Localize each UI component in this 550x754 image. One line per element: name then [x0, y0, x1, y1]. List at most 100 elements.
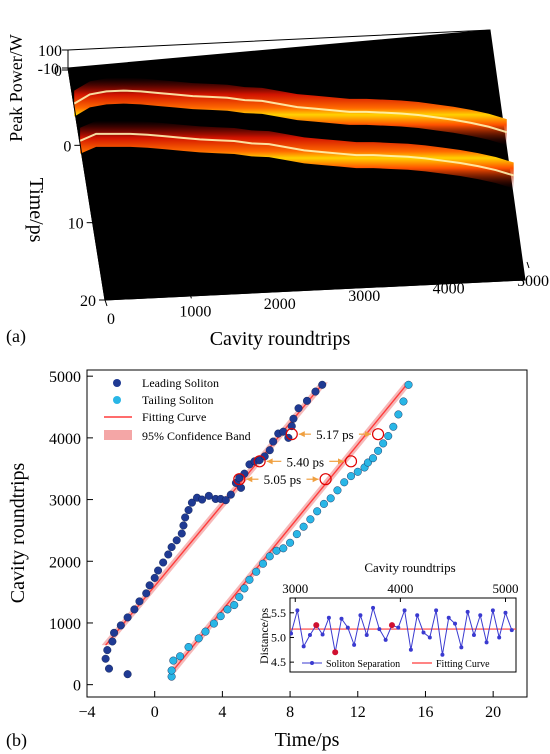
tailing-soliton-point — [404, 380, 413, 389]
inset-separation-point — [484, 640, 489, 645]
panel-b-y-tick-label: 4000 — [49, 431, 81, 448]
tailing-soliton-point — [201, 627, 210, 636]
legend-band-label: 95% Confidence Band — [142, 429, 251, 443]
tailing-soliton-point — [209, 619, 218, 628]
legend-tailing-marker — [113, 396, 121, 404]
tailing-soliton-point — [272, 546, 281, 555]
inset-y-tick-label: 5.0 — [271, 630, 286, 644]
inset-x-axis-label: Cavity roundtrips — [364, 560, 455, 575]
inset-legend-series-label: Soliton Separation — [326, 659, 400, 670]
panel-a-y-tick-label: 20 — [80, 293, 96, 310]
panel-b-label: (b) — [6, 730, 27, 751]
leading-soliton-point — [204, 491, 213, 500]
inset-legend: Soliton Separation Fitting Curve — [302, 659, 490, 670]
inset-separation-point — [427, 635, 432, 640]
annotation-arrowhead-right — [365, 431, 372, 438]
tailing-soliton-point — [216, 612, 225, 621]
inset-separation-point — [478, 613, 483, 618]
tailing-soliton-point — [369, 454, 378, 463]
inset-separation-point — [352, 642, 357, 647]
panel-b-x-tick-label: 4 — [218, 704, 226, 721]
annotation-ring-tailing — [371, 428, 385, 441]
inset-separation-point — [465, 609, 470, 614]
inset-legend-fit-label: Fitting Curve — [436, 659, 490, 670]
panel-b-plot-frame — [86, 369, 528, 698]
annotation-arrowhead-left — [246, 476, 253, 483]
inset-x-tick-label: 3000 — [282, 581, 308, 596]
tailing-soliton-point — [353, 467, 362, 476]
annotation-distance-label: 5.05 ps — [264, 472, 302, 487]
inset-y-tick-label: 5.5 — [271, 606, 286, 620]
tailing-soliton-point — [169, 656, 178, 665]
leading-soliton-point — [177, 529, 186, 538]
panel-b-x-tick-label: 16 — [417, 704, 433, 721]
tailing-soliton-point — [319, 499, 328, 508]
leading-soliton-point — [311, 387, 320, 396]
legend-fit-label: Fitting Curve — [142, 410, 206, 424]
inset-separation-point — [396, 625, 401, 630]
panel-a-z-tick-label: 0 — [54, 63, 62, 80]
inset-separation-point — [453, 621, 458, 626]
tailing-soliton-point — [379, 439, 388, 448]
inset-separation-point — [290, 631, 294, 636]
panel-a-z-tick-label: 100 — [38, 43, 62, 60]
panel-b-annotations: 5.17 ps 5.40 ps 5.05 ps — [233, 427, 385, 487]
panel-b-x-tick-label: 12 — [350, 704, 366, 721]
panel-b-x-tick-label: 8 — [286, 704, 294, 721]
leading-soliton-point — [123, 670, 132, 679]
inset-x-tick-label: 5000 — [492, 581, 518, 596]
leading-soliton-point — [179, 521, 188, 530]
tailing-soliton-point — [384, 432, 393, 441]
panel-a-x-tick-label: 5000 — [517, 273, 549, 290]
leading-soliton-point — [164, 550, 173, 559]
tailing-soliton-point — [223, 605, 232, 614]
panel-a-x-tick — [104, 299, 108, 307]
tailing-soliton-point — [313, 507, 322, 516]
inset-separation-point — [364, 633, 369, 637]
leading-soliton-point — [167, 543, 176, 552]
tailing-soliton-point — [394, 410, 403, 419]
panel-a-x-tick-label: 3000 — [348, 288, 380, 305]
inset-separation-point — [301, 644, 306, 649]
leading-soliton-point — [145, 581, 154, 590]
leading-soliton-point — [101, 654, 110, 663]
panel-b-y-tick-label: 0 — [73, 678, 81, 695]
tailing-soliton-point — [184, 643, 193, 652]
panel-a-x-tick-label: 2000 — [264, 296, 296, 313]
panel-a-x-tick — [442, 269, 446, 276]
panel-a-x-axis-label: Cavity roundtrips — [210, 328, 351, 350]
leading-soliton-point — [303, 396, 312, 405]
panel-a-x-axis — [104, 279, 526, 301]
tailing-soliton-point — [389, 422, 398, 431]
inset-separation-point — [446, 615, 451, 620]
annotation-ring-leading — [233, 473, 246, 486]
leading-soliton-point — [108, 637, 117, 646]
panel-a-x-tick-label: 0 — [107, 311, 115, 328]
panel-a-x-tick — [273, 284, 277, 291]
inset-separation-point — [358, 613, 363, 618]
panel-b-legend: Leading Soliton Tailing Soliton Fitting … — [104, 376, 251, 443]
annotation-distance-label: 5.17 ps — [316, 427, 354, 442]
inset-separation-point — [377, 627, 382, 632]
panel-a-ridge-crest-tailing — [79, 132, 514, 177]
tailing-soliton-point — [292, 530, 301, 539]
leading-soliton-point — [104, 664, 113, 673]
inset-separation-point — [402, 608, 407, 613]
inset-separation-point — [320, 632, 325, 637]
inset-plot — [290, 605, 516, 657]
leading-soliton-point — [181, 513, 190, 522]
annotation-arrowhead-left — [266, 458, 273, 465]
inset-y-axis-label: Distance/ps — [257, 608, 271, 664]
leading-soliton-point — [184, 506, 193, 515]
panel-a-y-axis — [67, 67, 106, 301]
leading-soliton-point — [135, 597, 144, 606]
tailing-soliton-point — [259, 559, 268, 568]
inset-separation-point — [471, 633, 476, 637]
inset-separation-point — [459, 645, 464, 650]
legend-band-swatch — [104, 430, 132, 440]
